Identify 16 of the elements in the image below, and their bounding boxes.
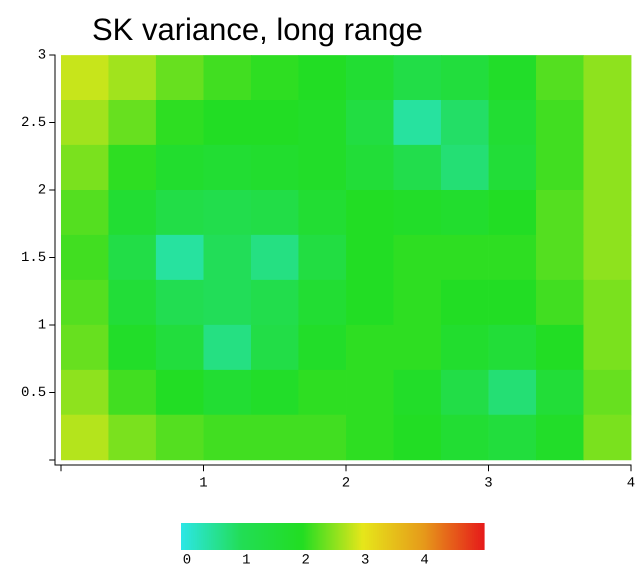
x-tick-label: 3: [484, 475, 493, 492]
color-bar-label: 0: [182, 552, 192, 569]
y-tick-label: 2: [38, 182, 46, 199]
x-tick-label: 2: [342, 475, 350, 492]
y-tick-label: 1: [38, 318, 46, 334]
x-tick-label: 4: [626, 475, 636, 492]
color-bar-label: 2: [302, 552, 310, 569]
color-bar-label: 1: [242, 552, 251, 569]
y-tick-label: 3: [38, 48, 46, 64]
y-tick-label: 0.5: [20, 385, 46, 402]
y-tick-label: 2.5: [20, 115, 46, 132]
y-tick-label: 1.5: [20, 250, 46, 266]
x-tick-label: 1: [199, 475, 208, 492]
color-bar-label: 4: [420, 552, 429, 569]
chart-title: SK variance, long range: [92, 12, 423, 47]
color-bar-label: 3: [360, 552, 370, 569]
